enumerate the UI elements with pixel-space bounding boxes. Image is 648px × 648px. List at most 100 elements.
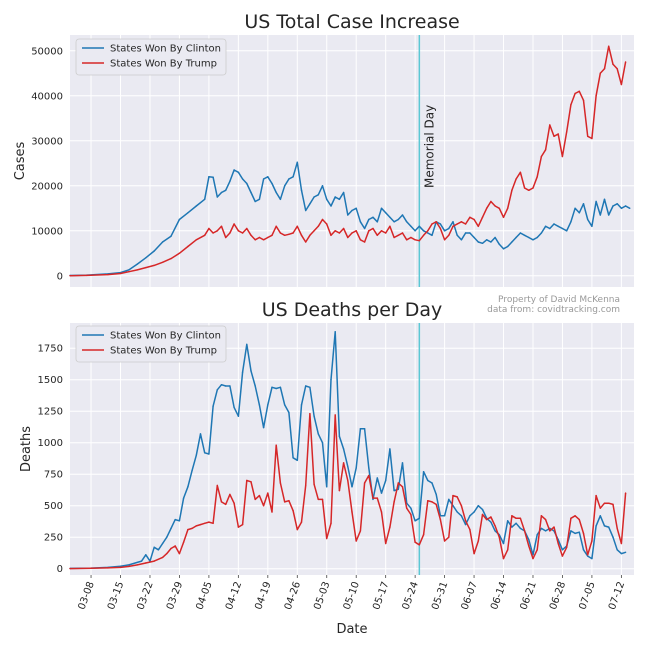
cases-data-point <box>490 200 492 203</box>
cases-data-point <box>603 68 606 70</box>
deaths-data-point <box>300 404 303 406</box>
deaths-data-point <box>477 505 479 507</box>
watermark-source: data from: covidtracking.com <box>487 305 620 315</box>
cases-data-point <box>414 230 416 232</box>
deaths-data-point <box>498 536 500 538</box>
cases-data-point <box>566 131 568 133</box>
cases-panel: 0 10000 20000 30000 40000 50000 US Total Case… <box>13 11 634 287</box>
cases-data-point <box>393 221 395 223</box>
cases-data-point <box>494 236 496 239</box>
deaths-data-point <box>128 564 130 566</box>
cases-data-point <box>553 223 555 225</box>
cases-y-tick-label: 10000 <box>31 226 63 237</box>
deaths-data-point <box>582 549 585 551</box>
deaths-data-point <box>456 511 458 513</box>
cases-data-point <box>452 221 454 223</box>
deaths-data-point <box>233 406 235 409</box>
deaths-data-point <box>69 567 71 570</box>
deaths-y-tick-label: 250 <box>44 533 63 544</box>
deaths-data-point <box>241 371 244 373</box>
deaths-data-point <box>612 503 614 506</box>
cases-data-point <box>250 234 252 236</box>
deaths-data-point <box>262 505 265 507</box>
deaths-data-point <box>427 479 429 482</box>
cases-data-point <box>359 239 362 241</box>
cases-data-point <box>292 232 294 234</box>
deaths-data-point <box>372 497 374 499</box>
cases-legend-label-trump: States Won By Trump <box>110 59 217 70</box>
cases-data-point <box>422 234 425 236</box>
cases-data-point <box>473 236 475 239</box>
deaths-data-point <box>368 474 370 477</box>
deaths-data-point <box>431 501 433 503</box>
cases-data-point <box>225 236 227 239</box>
deaths-data-point <box>494 530 496 532</box>
cases-data-point <box>595 95 597 97</box>
cases-data-point <box>486 239 488 241</box>
deaths-data-point <box>187 528 189 531</box>
deaths-y-tick-label: 1750 <box>38 344 63 355</box>
deaths-data-point <box>191 469 193 472</box>
cases-chart-title: US Total Case Increase <box>244 11 459 33</box>
deaths-data-point <box>237 415 240 417</box>
deaths-x-tick-label: 05-03 <box>312 580 332 611</box>
deaths-data-point <box>523 530 526 532</box>
deaths-data-point <box>599 507 601 509</box>
cases-data-point <box>595 200 597 203</box>
cases-data-point <box>490 241 492 243</box>
cases-gridlines <box>70 35 634 287</box>
cases-y-ticks: 0 10000 20000 30000 40000 50000 <box>31 46 63 282</box>
cases-data-point <box>267 236 269 239</box>
deaths-data-point <box>490 516 492 518</box>
deaths-data-point <box>532 557 534 560</box>
cases-data-point <box>410 236 412 239</box>
memorial-day-label: Memorial Day <box>422 105 436 188</box>
deaths-data-point <box>359 530 362 532</box>
cases-data-point <box>212 232 214 234</box>
deaths-data-point <box>443 515 446 517</box>
cases-data-point <box>532 187 534 189</box>
cases-data-point <box>271 182 273 185</box>
cases-legend-box <box>75 38 227 76</box>
cases-data-point <box>448 234 450 236</box>
cases-data-point <box>347 236 349 239</box>
cases-data-point <box>368 218 370 221</box>
deaths-data-point <box>153 560 155 562</box>
cases-data-point <box>170 257 172 260</box>
deaths-data-point <box>561 549 564 551</box>
deaths-data-point <box>414 520 416 522</box>
deaths-data-point <box>469 515 471 517</box>
deaths-data-point <box>574 532 576 535</box>
deaths-y-tick-label: 750 <box>44 470 63 481</box>
deaths-data-point <box>544 530 547 532</box>
cases-data-point <box>288 233 290 235</box>
cases-data-point <box>385 212 387 214</box>
deaths-data-point <box>229 385 231 387</box>
deaths-data-point <box>128 565 130 568</box>
cases-data-point <box>275 191 277 194</box>
deaths-data-point <box>355 467 357 469</box>
cases-data-point <box>502 216 505 218</box>
cases-data-point <box>317 225 319 227</box>
deaths-data-point <box>246 343 248 346</box>
deaths-data-point <box>225 385 227 387</box>
deaths-data-point <box>490 521 492 523</box>
cases-data-point <box>422 230 425 232</box>
deaths-x-tick-label: 06-28 <box>548 580 568 611</box>
cases-data-point <box>342 227 345 230</box>
deaths-data-point <box>557 542 559 545</box>
deaths-data-point <box>191 527 193 530</box>
deaths-data-point <box>216 389 218 391</box>
deaths-data-point <box>225 503 227 506</box>
cases-data-point <box>443 239 446 241</box>
cases-y-tick-label: 30000 <box>31 136 63 147</box>
deaths-data-point <box>136 564 138 566</box>
deaths-data-point <box>119 566 122 569</box>
cases-data-point <box>570 104 572 106</box>
cases-data-point <box>254 239 256 241</box>
cases-data-point <box>414 239 416 241</box>
cases-data-point <box>262 239 265 241</box>
cases-data-point <box>279 232 282 234</box>
